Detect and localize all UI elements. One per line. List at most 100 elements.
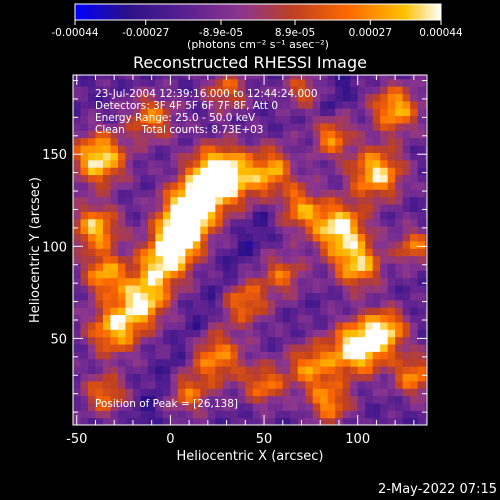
heatmap-cell (380, 233, 389, 242)
heatmap-cell (282, 130, 291, 139)
heatmap-cell (185, 181, 194, 190)
heatmap-cell (357, 233, 366, 242)
colorbar-tick-label: 8.9e-05 (275, 27, 315, 39)
heatmap-cell (147, 270, 157, 279)
heatmap-cell (260, 395, 269, 404)
heatmap-cell (312, 388, 321, 397)
heatmap-cell (73, 373, 82, 382)
heatmap-cell (95, 108, 104, 117)
heatmap-cell (410, 410, 419, 419)
heatmap-cell (185, 240, 194, 249)
heatmap-cell (372, 285, 381, 293)
heatmap-cell (350, 86, 359, 95)
heatmap-cell (192, 218, 201, 227)
heatmap-cell (200, 292, 209, 301)
heatmap-cell (350, 167, 359, 176)
heatmap-cell (222, 181, 231, 190)
heatmap-cell (95, 75, 104, 80)
heatmap-cell (117, 373, 127, 382)
heatmap-cell (200, 137, 209, 146)
heatmap-cell (192, 93, 201, 102)
heatmap-cell (95, 233, 104, 242)
heatmap-cell (125, 285, 134, 293)
heatmap-cell (275, 321, 284, 330)
heatmap-cell (102, 122, 112, 131)
heatmap-cell (260, 329, 269, 338)
heatmap-cell (305, 321, 314, 330)
heatmap-cell (417, 108, 426, 117)
heatmap-cell (275, 395, 284, 404)
heatmap-cell (155, 130, 164, 139)
heatmap-cell (297, 321, 306, 330)
heatmap-cell (147, 122, 157, 131)
heatmap-cell (372, 78, 381, 87)
heatmap-cell (305, 152, 314, 161)
heatmap-cell (342, 174, 351, 183)
heatmap-cell (350, 402, 359, 411)
heatmap-cell (252, 395, 261, 404)
heatmap-cell (102, 203, 112, 212)
heatmap-cell (102, 174, 112, 183)
heatmap-cell (245, 196, 254, 205)
heatmap-cell (125, 410, 134, 419)
heatmap-cell (327, 255, 336, 264)
heatmap-cell (245, 130, 254, 139)
heatmap-cell (200, 203, 209, 212)
heatmap-cell (162, 417, 171, 425)
heatmap-cell (102, 380, 112, 389)
heatmap-cell (155, 75, 164, 80)
heatmap-cell (312, 402, 321, 411)
heatmap-cell (162, 321, 171, 330)
heatmap-cell (275, 137, 284, 146)
heatmap-cell (275, 277, 284, 286)
heatmap-cell (387, 145, 396, 153)
heatmap-cell (305, 130, 314, 139)
heatmap-cell (207, 270, 216, 279)
heatmap-cell (335, 78, 344, 87)
heatmap-cell (95, 292, 104, 301)
heatmap-cell (327, 373, 336, 382)
heatmap-cell (207, 277, 216, 286)
heatmap-cell (290, 262, 299, 271)
annotation-detectors: Detectors: 3F 4F 5F 6F 7F 8F, Att 0 (95, 100, 278, 112)
heatmap-cell (357, 115, 366, 124)
heatmap-cell (80, 358, 89, 367)
heatmap-cell (402, 159, 411, 168)
heatmap-cell (87, 122, 97, 131)
heatmap-cell (282, 167, 291, 176)
heatmap-cell (380, 115, 389, 124)
heatmap-cell (222, 115, 231, 124)
heatmap-cell (147, 307, 157, 316)
heatmap-cell (102, 93, 112, 102)
heatmap-cell (417, 226, 426, 235)
heatmap-cell (372, 167, 381, 176)
heatmap-cell (260, 343, 269, 352)
heatmap-cell (350, 321, 359, 330)
heatmap-cell (387, 299, 396, 308)
heatmap-cell (365, 343, 374, 352)
heatmap-cell (350, 233, 359, 242)
heatmap-cell (267, 75, 276, 80)
heatmap-cell (73, 189, 82, 198)
heatmap-cell (387, 262, 396, 271)
heatmap-cell (132, 108, 142, 117)
heatmap-cell (305, 203, 314, 212)
heatmap-cell (222, 314, 231, 323)
heatmap-cell (275, 307, 284, 316)
heatmap-cell (95, 100, 104, 109)
heatmap-cell (402, 75, 411, 80)
colorbar-tick-label: 0.00027 (349, 27, 392, 39)
heatmap-cell (80, 388, 89, 397)
heatmap-cell (147, 181, 157, 190)
heatmap-cell (380, 402, 389, 411)
heatmap-cell (327, 78, 336, 87)
heatmap-cell (177, 336, 186, 345)
heatmap-cell (147, 373, 157, 382)
heatmap-cell (237, 100, 246, 109)
heatmap-cell (335, 218, 344, 227)
heatmap-cell (117, 218, 127, 227)
heatmap-cell (140, 196, 149, 205)
heatmap-cell (207, 218, 216, 227)
heatmap-cell (110, 292, 119, 301)
heatmap-cell (282, 248, 291, 257)
